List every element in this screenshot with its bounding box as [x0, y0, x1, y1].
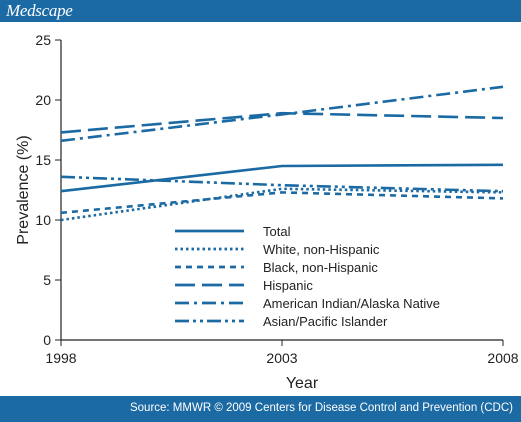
y-tick-label: 0: [43, 332, 51, 348]
legend-label: Hispanic: [263, 278, 313, 293]
source-credit: Source: MMWR © 2009 Centers for Disease …: [129, 402, 513, 414]
footer-bar: Source: MMWR © 2009 Centers for Disease …: [0, 396, 521, 422]
header-bar: Medscape: [0, 0, 521, 22]
y-tick-label: 20: [35, 92, 51, 108]
x-tick-label: 2003: [266, 350, 297, 366]
y-axis-title: Prevalence (%): [15, 135, 32, 244]
legend-label: Black, non-Hispanic: [263, 260, 378, 275]
series-line-asian-pacific-islander: [60, 175, 504, 193]
chart-series: [60, 85, 504, 222]
medscape-logo: Medscape: [6, 1, 73, 20]
legend-label: Total: [263, 224, 291, 239]
x-axis-title: Year: [286, 375, 319, 392]
series-line-hispanic: [60, 111, 504, 134]
legend-label: American Indian/Alaska Native: [263, 296, 440, 311]
series-line-total: [60, 163, 504, 193]
y-tick-label: 10: [35, 212, 51, 228]
y-tick-label: 25: [35, 32, 51, 48]
series-line-white-non-hispanic: [60, 187, 504, 222]
series-line-american-indian-alaska-native: [60, 85, 504, 143]
series-line-black-non-hispanic: [60, 191, 504, 215]
y-tick-label: 5: [43, 272, 51, 288]
y-tick-label: 15: [35, 152, 51, 168]
x-tick-label: 2008: [487, 350, 518, 366]
chart-legend: Total White, non-Hispanic Black, non-Hispa…: [175, 224, 440, 329]
x-tick-label: 1998: [45, 350, 76, 366]
legend-label: White, non-Hispanic: [263, 242, 380, 257]
legend-label: Asian/Pacific Islander: [263, 314, 388, 329]
